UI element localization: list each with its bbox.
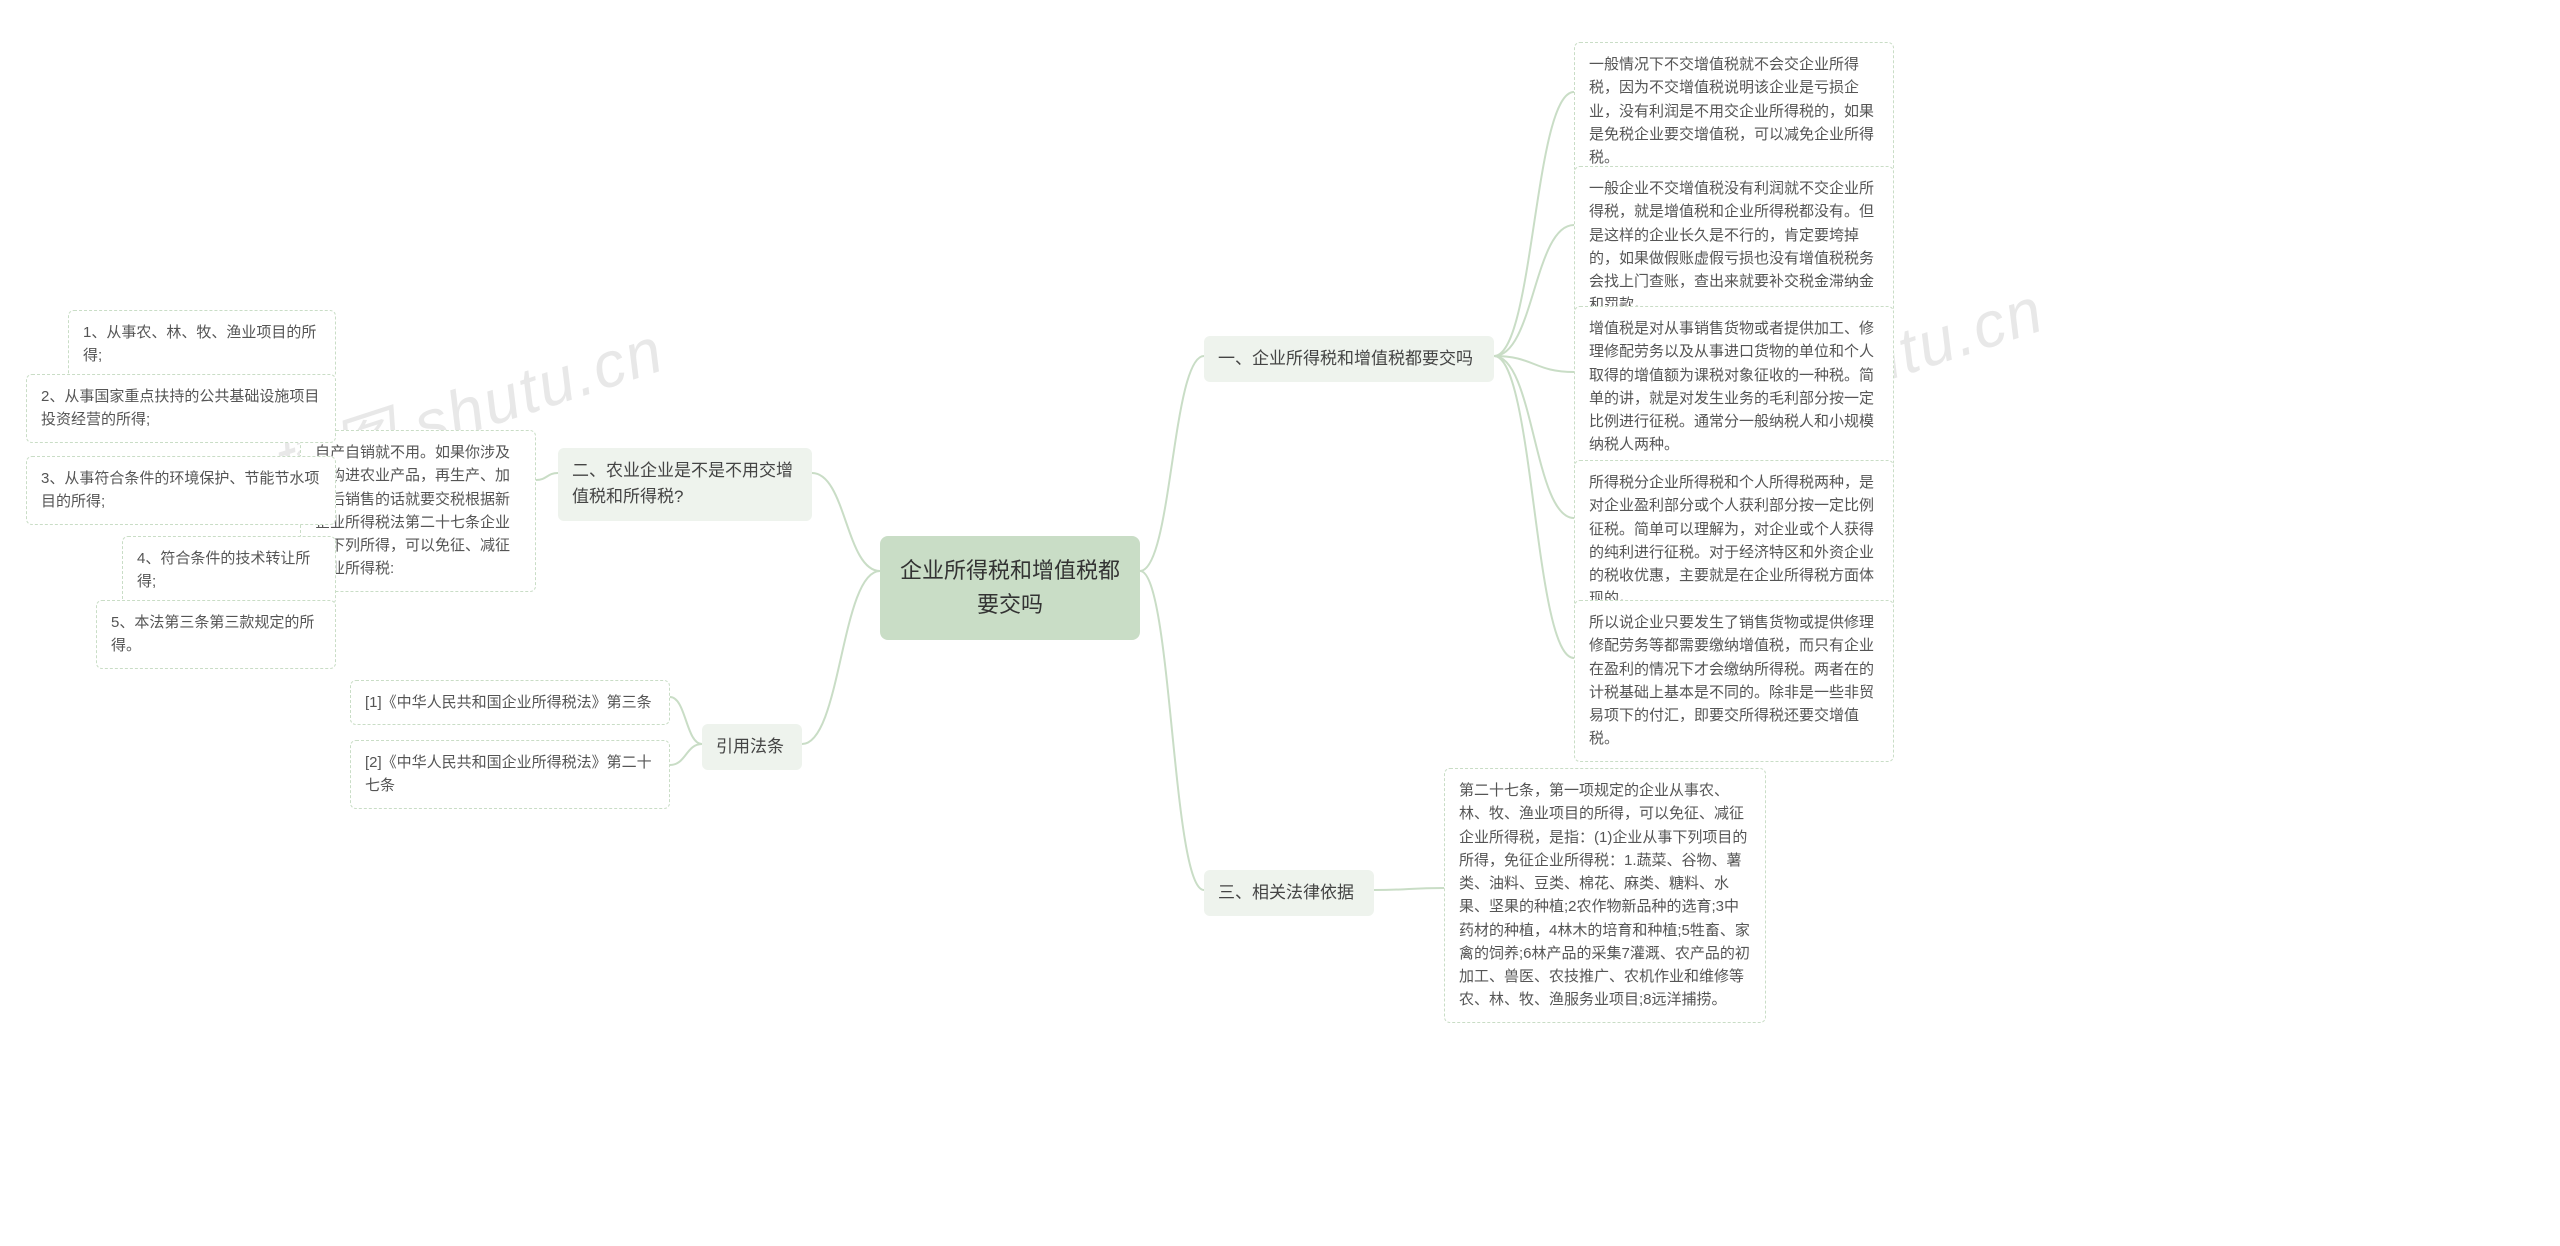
leaf-node: 一般情况下不交增值税就不会交企业所得税，因为不交增值税说明该企业是亏损企业，没有… <box>1574 42 1894 180</box>
branch-node: 二、农业企业是不是不用交增值税和所得税? <box>558 448 812 521</box>
leaf-node: 5、本法第三条第三款规定的所得。 <box>96 600 336 669</box>
leaf-node: 2、从事国家重点扶持的公共基础设施项目投资经营的所得; <box>26 374 336 443</box>
leaf-node: 所得税分企业所得税和个人所得税两种，是对企业盈利部分或个人获利部分按一定比例征税… <box>1574 460 1894 622</box>
leaf-node: 3、从事符合条件的环境保护、节能节水项目的所得; <box>26 456 336 525</box>
leaf-node: 增值税是对从事销售货物或者提供加工、修理修配劳务以及从事进口货物的单位和个人取得… <box>1574 306 1894 468</box>
branch-node: 三、相关法律依据 <box>1204 870 1374 916</box>
branch-node: 一、企业所得税和增值税都要交吗 <box>1204 336 1494 382</box>
leaf-node: 1、从事农、林、牧、渔业项目的所得; <box>68 310 336 379</box>
branch-node: 引用法条 <box>702 724 802 770</box>
connector-layer <box>0 0 2560 1246</box>
leaf-node: [2]《中华人民共和国企业所得税法》第二十七条 <box>350 740 670 809</box>
leaf-node: 一般企业不交增值税没有利润就不交企业所得税，就是增值税和企业所得税都没有。但是这… <box>1574 166 1894 328</box>
leaf-node: 第二十七条，第一项规定的企业从事农、林、牧、渔业项目的所得，可以免征、减征企业所… <box>1444 768 1766 1023</box>
root-node: 企业所得税和增值税都要交吗 <box>880 536 1140 640</box>
leaf-node: 所以说企业只要发生了销售货物或提供修理修配劳务等都需要缴纳增值税，而只有企业在盈… <box>1574 600 1894 762</box>
leaf-node: [1]《中华人民共和国企业所得税法》第三条 <box>350 680 670 725</box>
leaf-node: 4、符合条件的技术转让所得; <box>122 536 336 605</box>
